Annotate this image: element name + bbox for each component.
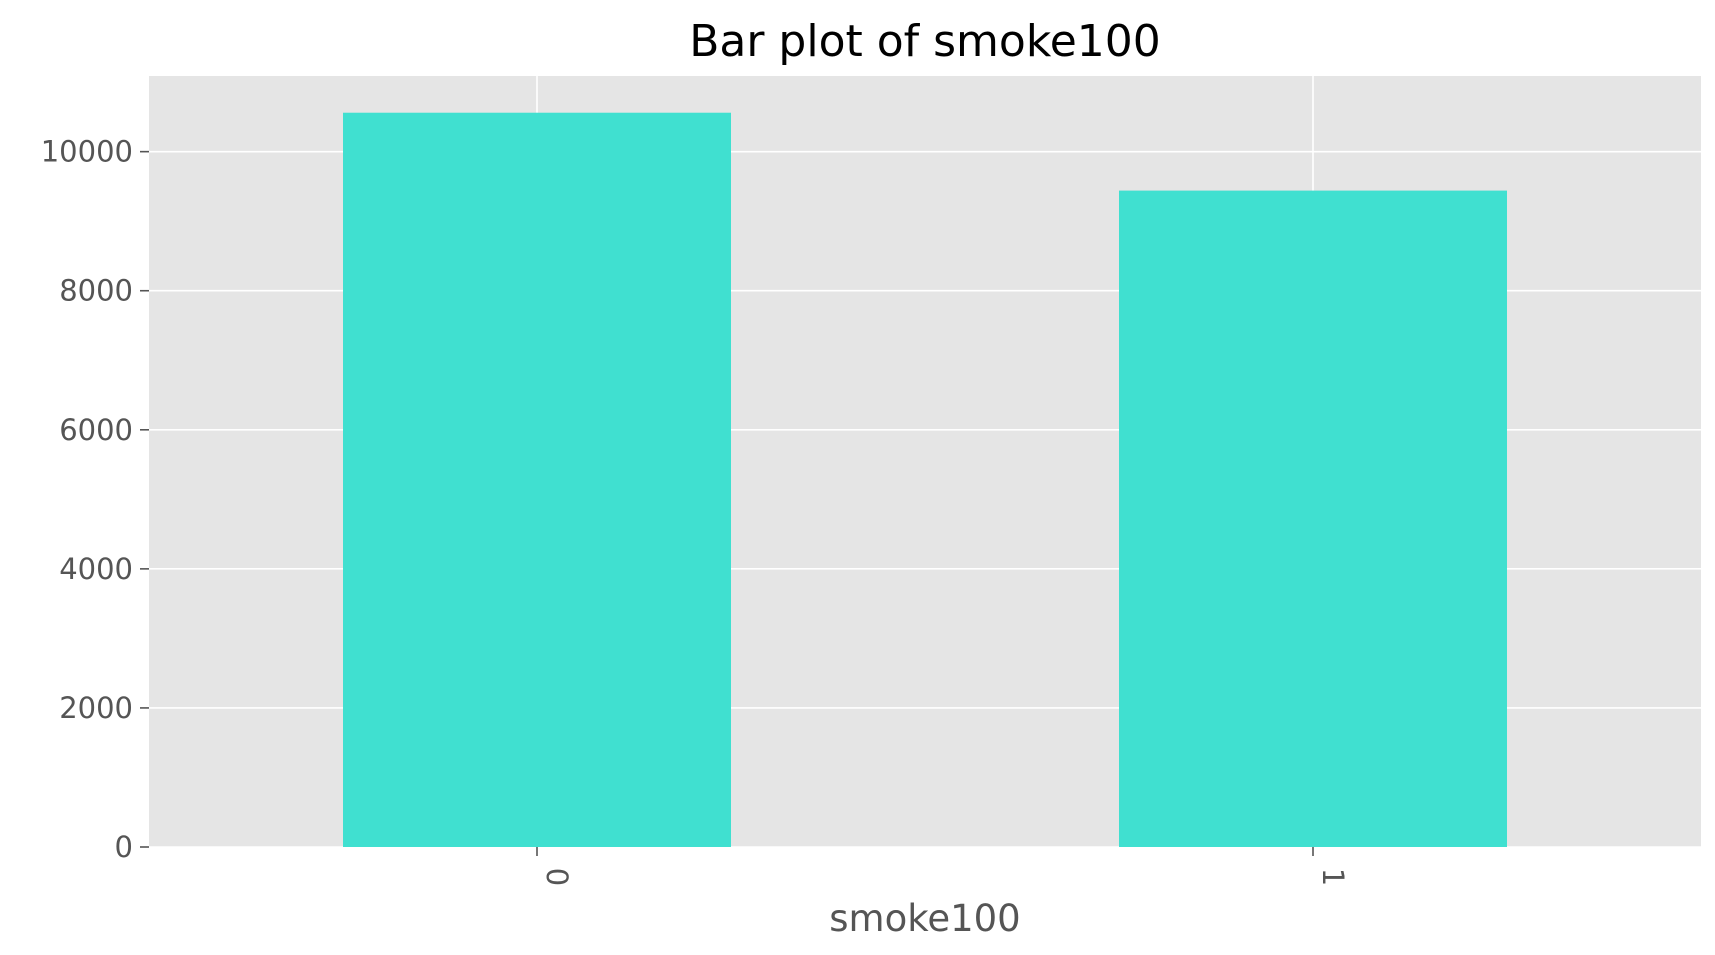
y-axis: 0 2000 4000 6000 8000 10000 — [41, 135, 149, 864]
bar-1 — [1119, 190, 1507, 847]
y-tick-label: 0 — [115, 830, 133, 864]
bars — [343, 112, 1507, 847]
y-tick-label: 6000 — [59, 413, 133, 447]
y-tick-label: 10000 — [41, 135, 133, 169]
y-tick-label: 8000 — [59, 274, 133, 308]
chart-title: Bar plot of smoke100 — [689, 16, 1161, 67]
x-axis-label: smoke100 — [829, 897, 1020, 940]
bar-0 — [343, 112, 731, 847]
x-tick-label: 1 — [1316, 868, 1350, 886]
y-tick-label: 2000 — [59, 691, 133, 725]
x-tick-label: 0 — [540, 868, 574, 886]
y-tick-label: 4000 — [59, 552, 133, 586]
